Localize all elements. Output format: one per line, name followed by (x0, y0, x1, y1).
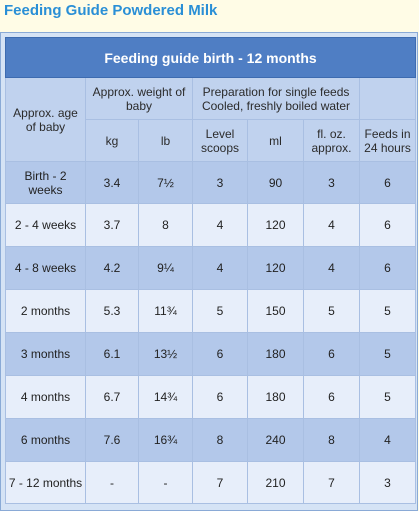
table-row: 2 - 4 weeks 3.7 8 4 120 4 6 (5, 203, 417, 247)
cell-age: 7 - 12 months (5, 461, 86, 504)
cell-kg: 5.3 (85, 289, 139, 333)
header-weight-group: Approx. weight of baby (85, 77, 193, 120)
table-row: Birth - 2 weeks 3.4 7½ 3 90 3 6 (5, 161, 417, 204)
cell-scoops: 6 (192, 332, 248, 376)
header-prep-line1: Preparation for single feeds (202, 84, 350, 99)
cell-lb: 11¾ (138, 289, 193, 333)
table-row: 6 months 7.6 16¾ 8 240 8 4 (5, 418, 417, 462)
cell-ml: 180 (247, 375, 304, 419)
cell-feeds: 5 (358, 332, 417, 376)
cell-ml: 180 (247, 332, 304, 376)
cell-lb: - (138, 461, 193, 504)
cell-floz: 4 (303, 246, 360, 290)
cell-lb: 9¼ (138, 246, 193, 290)
cell-scoops: 6 (192, 375, 248, 419)
cell-floz: 5 (303, 289, 360, 333)
cell-age: 4 months (5, 375, 86, 419)
feeding-guide-panel: Feeding guide birth - 12 months Approx. … (0, 32, 418, 511)
cell-scoops: 3 (192, 161, 248, 204)
page-title: Feeding Guide Powdered Milk (4, 2, 218, 19)
table-row: 7 - 12 months - - 7 210 7 3 (5, 461, 417, 504)
header-blank (358, 77, 417, 120)
table-header-row-2: kg lb Level scoops ml fl. oz. approx. Fe… (6, 119, 417, 162)
cell-age: Birth - 2 weeks (5, 161, 86, 204)
header-kg: kg (85, 119, 139, 162)
cell-scoops: 4 (192, 203, 248, 247)
cell-feeds: 3 (358, 461, 417, 504)
cell-lb: 7½ (138, 161, 193, 204)
cell-age: 6 months (5, 418, 86, 462)
table-header-row-1: Approx. age of baby Approx. weight of ba… (5, 77, 417, 162)
table-row: 4 - 8 weeks 4.2 9¼ 4 120 4 6 (5, 246, 417, 290)
cell-floz: 8 (303, 418, 360, 462)
cell-feeds: 5 (358, 375, 417, 419)
table-row: 4 months 6.7 14¾ 6 180 6 5 (5, 375, 417, 419)
cell-kg: - (85, 461, 139, 504)
cell-scoops: 7 (192, 461, 248, 504)
cell-age: 3 months (5, 332, 86, 376)
cell-ml: 120 (247, 203, 304, 247)
cell-age: 2 - 4 weeks (5, 203, 86, 247)
cell-floz: 3 (303, 161, 360, 204)
cell-kg: 6.7 (85, 375, 139, 419)
cell-scoops: 8 (192, 418, 248, 462)
header-lb: lb (138, 119, 193, 162)
table-row: 3 months 6.1 13½ 6 180 6 5 (5, 332, 417, 376)
table-caption-row: Feeding guide birth - 12 months (4, 37, 417, 78)
header-floz: fl. oz. approx. (303, 119, 360, 162)
cell-floz: 7 (303, 461, 360, 504)
cell-kg: 6.1 (85, 332, 139, 376)
cell-kg: 4.2 (85, 246, 139, 290)
table-caption: Feeding guide birth - 12 months (4, 37, 417, 78)
cell-floz: 6 (303, 332, 360, 376)
cell-kg: 3.7 (85, 203, 139, 247)
header-ml: ml (247, 119, 304, 162)
table-row: 2 months 5.3 11¾ 5 150 5 5 (5, 289, 417, 333)
cell-scoops: 5 (192, 289, 248, 333)
feeding-guide-table: Feeding guide birth - 12 months Approx. … (4, 37, 417, 504)
cell-kg: 3.4 (85, 161, 139, 204)
header-age: Approx. age of baby (5, 77, 86, 162)
cell-kg: 7.6 (85, 418, 139, 462)
cell-ml: 90 (247, 161, 304, 204)
header-prep-group: Preparation for single feeds Cooled, fre… (192, 77, 360, 120)
cell-lb: 14¾ (138, 375, 193, 419)
cell-feeds: 4 (358, 418, 417, 462)
cell-floz: 6 (303, 375, 360, 419)
cell-age: 4 - 8 weeks (5, 246, 86, 290)
cell-ml: 120 (247, 246, 304, 290)
cell-lb: 8 (138, 203, 193, 247)
cell-feeds: 6 (358, 246, 417, 290)
cell-floz: 4 (303, 203, 360, 247)
cell-scoops: 4 (192, 246, 248, 290)
cell-ml: 210 (247, 461, 304, 504)
header-prep-line2: Cooled, freshly boiled water (201, 98, 351, 113)
cell-ml: 150 (247, 289, 304, 333)
cell-feeds: 6 (358, 203, 417, 247)
cell-lb: 13½ (138, 332, 193, 376)
cell-feeds: 5 (358, 289, 417, 333)
header-scoops: Level scoops (192, 119, 248, 162)
cell-age: 2 months (5, 289, 86, 333)
cell-ml: 240 (247, 418, 304, 462)
header-feeds: Feeds in 24 hours (358, 119, 417, 162)
cell-feeds: 6 (358, 161, 417, 204)
cell-lb: 16¾ (138, 418, 193, 462)
